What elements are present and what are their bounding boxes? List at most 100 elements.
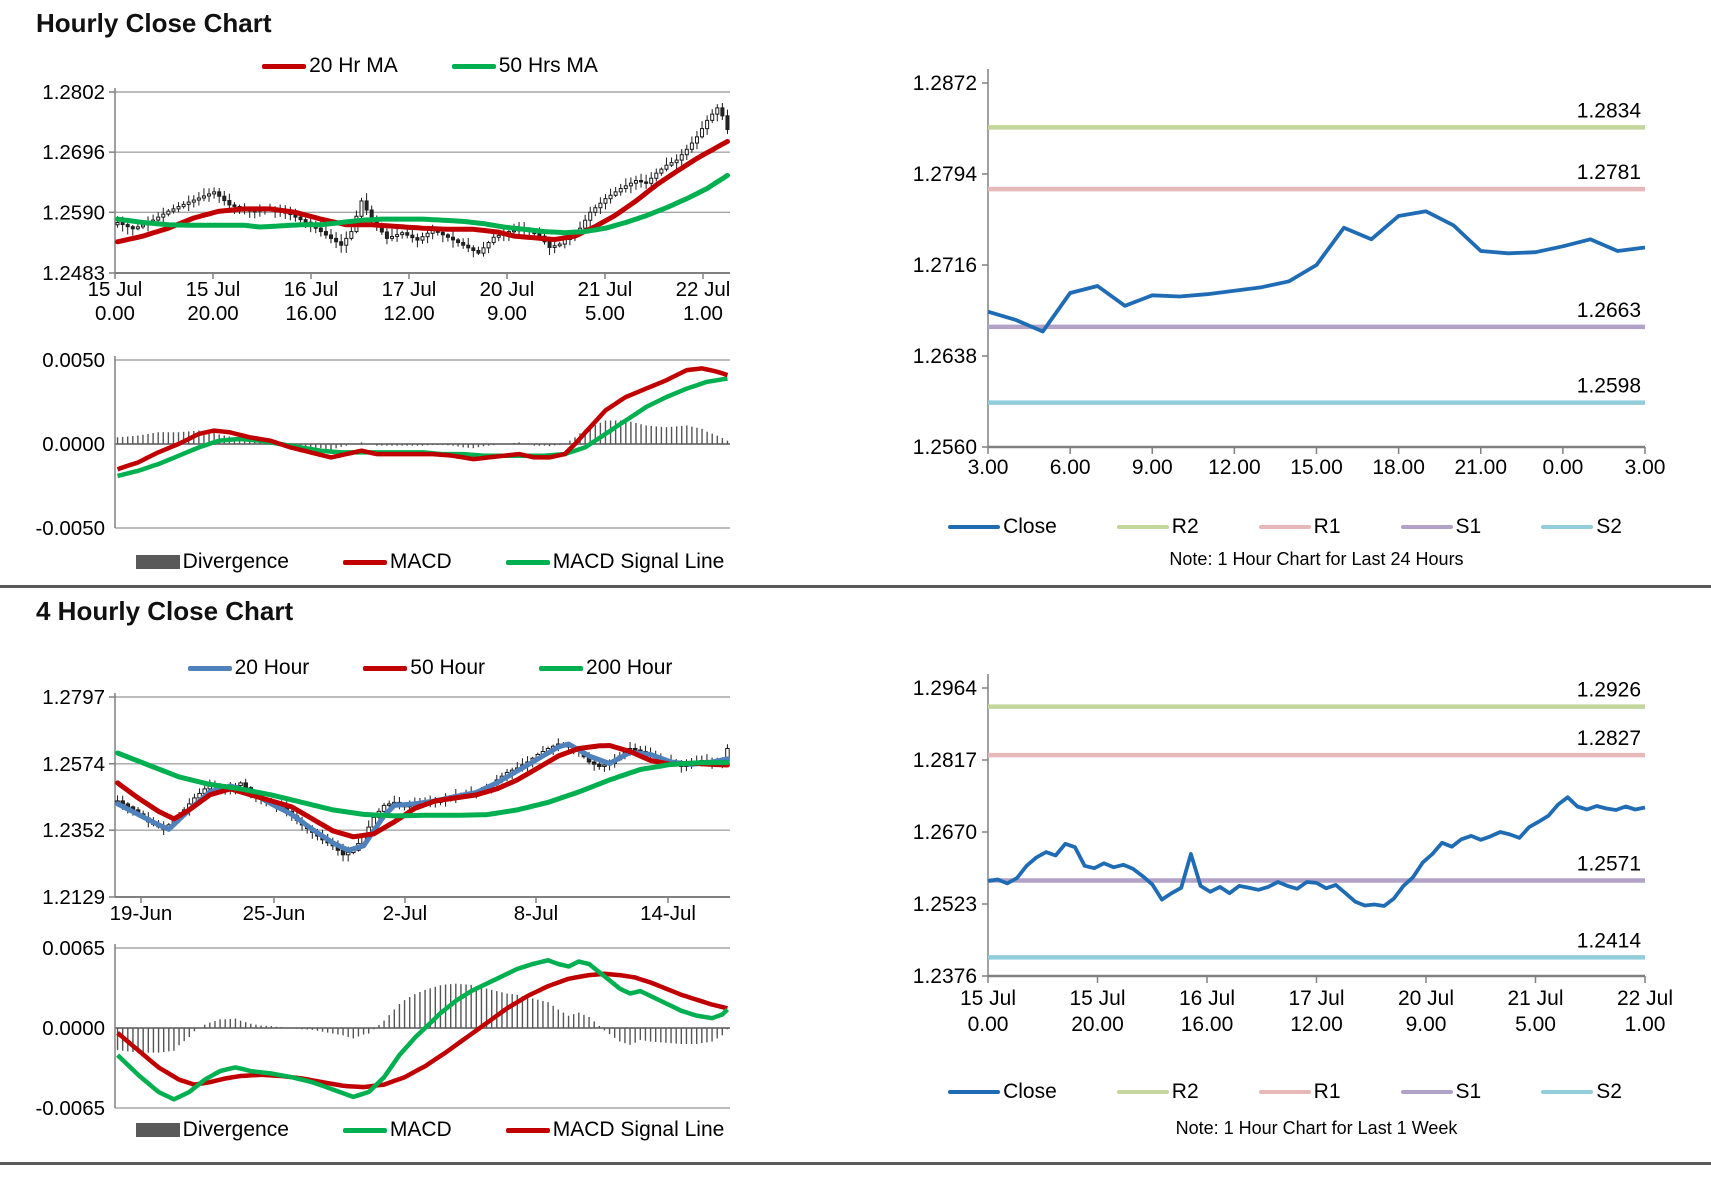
x-tick-label: 22 Jul [676,278,731,301]
fourhour-ma-legend-item: 50 Hour [363,656,485,680]
ma-line [115,743,730,840]
ma-line [115,741,730,853]
fourhour-macd-legend-swatch-0 [135,1123,180,1137]
hourly-close-legend-swatch-0 [948,525,1001,529]
fourhour-macd-legend-swatch-1 [342,1127,387,1133]
hourly-close-legend-item: S1 [1400,515,1482,539]
ma-lines [115,741,730,853]
weekly-close-legend-label: R2 [1171,1080,1199,1103]
y-tick-label: 1.2802 [42,81,105,104]
close-line [987,209,1646,334]
x-tick-label: 17 Jul [1288,987,1344,1010]
hourly-close-legend-item: R1 [1258,515,1341,539]
x-tick-label: 0.00 [95,302,135,325]
y-tick-label: 1.2574 [42,753,105,776]
hourly-close-legend-item: S2 [1541,515,1622,539]
ma-lines [115,138,730,245]
x-tick-label: 15 Jul [186,278,241,301]
fourhour-ma-legend-label: 20 Hour [234,656,310,679]
fourhour-macd-legend-item: MACD Signal Line [505,1118,725,1142]
x-tick-label: 15.00 [1290,456,1343,479]
weekly-close-legend-item: R2 [1116,1080,1199,1104]
x-tick-label: 0.00 [968,1013,1009,1036]
hourly-close-line-chart: 1.2872 1.2794 1.2716 1.2638 1.2560 1.2834 1.27… [913,69,1665,479]
section-divider [0,585,1711,588]
fourhour-macd-legend-item: Divergence [135,1118,289,1142]
fourhour-ma-legend: 20 Hour 50 Hour 200 Hour [120,656,740,680]
level-label-R2: 1.2926 [1577,679,1641,702]
hourly-macd-legend-swatch-0 [135,555,180,569]
level-label-S2: 1.2598 [1577,375,1641,398]
y-tick-label: 1.2523 [913,893,977,916]
y-tick-label: -0.0065 [35,1097,105,1120]
section-title-4hourly: 4 Hourly Close Chart [36,596,294,626]
x-tick-label: 20 Jul [480,278,535,301]
fourhour-ma-legend-item: 200 Hour [539,656,672,680]
hourly-macd-legend-item: MACD Signal Line [505,550,725,574]
hourly-macd-legend-label: MACD [389,550,452,573]
x-tick-label: 9.00 [487,302,527,325]
hourly-close-legend-swatch-3 [1400,525,1453,529]
x-tick-label: 14-Jul [640,902,696,925]
x-tick-label: 12.00 [383,302,434,325]
hourly-close-legend-label: Close [1003,515,1057,538]
x-tick-label: 3.00 [968,456,1009,479]
x-tick-label: 16.00 [1181,1013,1234,1036]
hourly-ma-legend-item: 20 Hr MA [262,54,398,78]
x-tick-label: 8-Jul [514,902,558,925]
x-tick-label: 1.00 [1625,1013,1666,1036]
weekly-close-note: Note: 1 Hour Chart for Last 1 Week [1175,1118,1458,1138]
weekly-close-legend-item: S2 [1541,1080,1622,1104]
x-tick-label: 15 Jul [960,987,1016,1010]
weekly-close-legend-swatch-2 [1258,1090,1311,1094]
hourly-macd-legend-label: Divergence [182,550,289,573]
x-tick-label: 20.00 [187,302,238,325]
hourly-close-legend-swatch-1 [1116,525,1169,529]
x-tick-label: 6.00 [1050,456,1091,479]
hourly-close-legend-label: S1 [1455,515,1482,538]
hourly-macd-legend: Divergence MACD MACD Signal Line [120,550,740,574]
fourhour-macd-legend-swatch-2 [505,1127,550,1133]
hourly-ma-legend: 20 Hr MA 50 Hrs MA [120,54,740,78]
weekly-close-legend-swatch-3 [1400,1090,1453,1094]
close-line [987,795,1646,908]
ma-line [115,138,730,245]
x-tick-label: 20.00 [1071,1013,1124,1036]
hourly-close-legend-label: S2 [1596,515,1622,538]
y-tick-label: 0.0000 [42,433,105,456]
y-tick-label: 1.2797 [42,686,105,709]
hourly-close-legend-item: R2 [1116,515,1199,539]
fourhour-macd-legend-label: MACD Signal Line [552,1118,725,1141]
hourly-close-legend-swatch-2 [1258,525,1311,529]
y-tick-label: 1.2964 [913,677,978,700]
level-label-S1: 1.2663 [1577,299,1641,322]
y-tick-label: 1.2352 [42,819,105,842]
weekly-close-legend-item: S1 [1400,1080,1481,1104]
weekly-close-legend-item: Close [948,1080,1057,1104]
macd-line [116,366,729,472]
y-tick-label: 1.2483 [42,262,105,285]
fourhour-ma-legend-swatch-2 [539,665,584,671]
level-label-S2: 1.2414 [1577,929,1642,952]
x-tick-label: 12.00 [1208,456,1261,479]
y-tick-label: 1.2872 [913,72,977,95]
weekly-close-legend: Close R2 R1 S1 S2 [935,1080,1635,1104]
x-tick-label: 17 Jul [382,278,437,301]
weekly-close-legend-item: R1 [1258,1080,1341,1104]
fourhour-macd-legend-label: MACD [389,1118,452,1141]
fourhour-ma-legend-swatch-0 [187,665,232,671]
hourly-macd-legend-swatch-2 [505,559,550,565]
fourhour-macd-legend: Divergence MACD MACD Signal Line [120,1118,740,1142]
y-tick-label: 1.2376 [913,965,977,988]
weekly-close-legend-swatch-4 [1541,1090,1594,1094]
x-tick-label: 20 Jul [1398,987,1454,1010]
x-tick-label: 19-Jun [110,902,173,925]
x-tick-label: 1.00 [683,302,723,325]
hourly-macd-legend-label: MACD Signal Line [552,550,725,573]
hourly-close-legend-label: R2 [1171,515,1199,538]
fourhour-ma-legend-swatch-1 [363,665,408,671]
pivot-levels: 1.2926 1.2827 1.2571 1.2414 [988,679,1645,960]
